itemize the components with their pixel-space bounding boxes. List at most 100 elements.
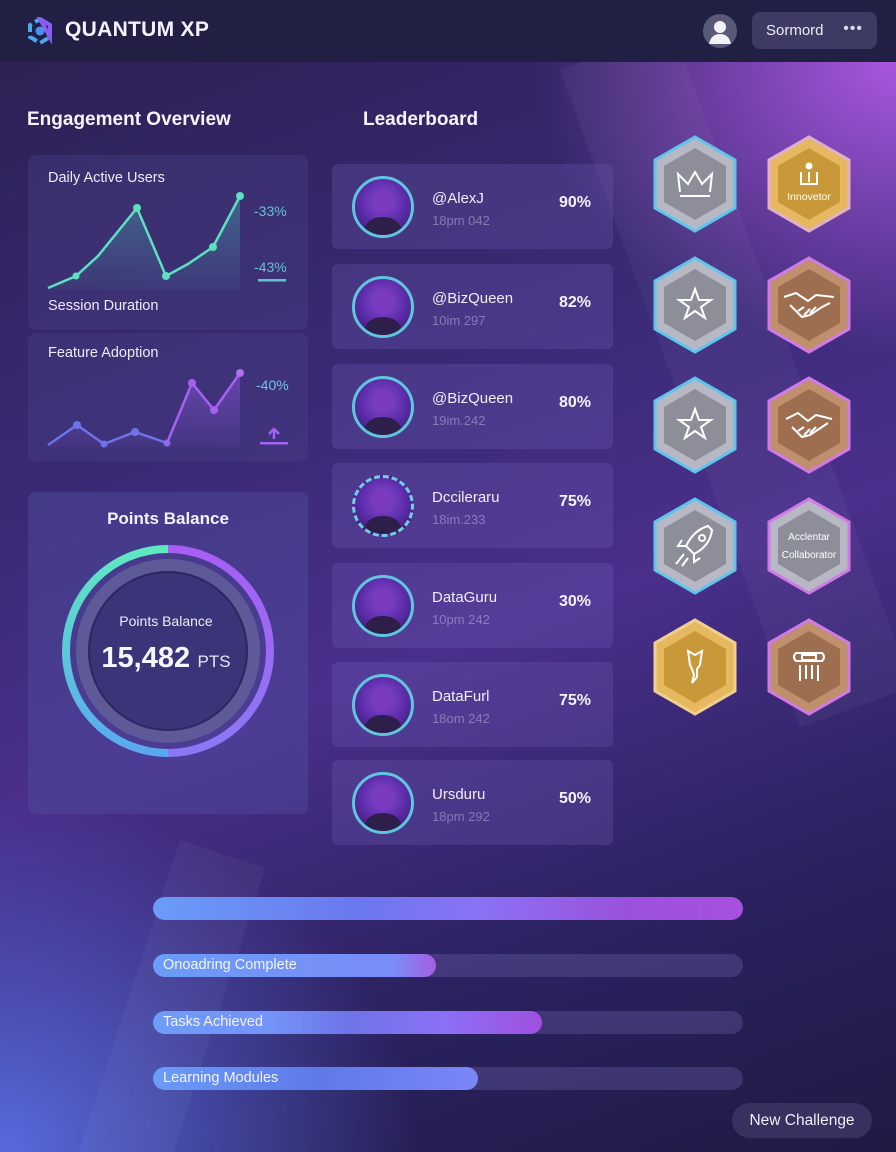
person-portrait-icon [363, 785, 403, 831]
feature-adoption-label: Feature Adoption [48, 345, 159, 361]
points-value-row: 15,482 PTS [28, 642, 304, 675]
more-options-icon[interactable]: ••• [843, 20, 863, 37]
leaderboard-percent: 80% [558, 394, 591, 411]
progress-fill [153, 954, 437, 977]
leaderboard-subtext: 10pm 242 [432, 612, 490, 627]
leaderboard-subtext: 18im.233 [432, 512, 486, 527]
pillar-icon [793, 652, 825, 681]
person-portrait-icon [363, 588, 403, 634]
points-ring [62, 545, 274, 757]
user-avatar [352, 674, 414, 736]
daily-active-users-chart [47, 192, 286, 290]
engagement-overview-title: Engagement Overview [27, 109, 231, 130]
badge-handshake-2[interactable] [764, 375, 854, 475]
person-portrait-icon [363, 289, 403, 335]
lightbulb-icon [800, 162, 818, 185]
leaderboard-subtext: 10im 297 [432, 313, 486, 328]
leaderboard-username: DataFurl [432, 688, 490, 705]
star-icon [675, 286, 715, 321]
badge-label-line2: Collaborator [782, 550, 837, 561]
user-avatar [352, 772, 414, 834]
handshake-icon [785, 411, 833, 439]
leaderboard-row[interactable]: Ursduru 18pm 292 50% [332, 760, 613, 845]
leaderboard-username: DataGuru [432, 589, 498, 606]
leaderboard-row[interactable]: @AlexJ 18pm 042 90% [332, 164, 613, 249]
session-duration-label: Session Duration [48, 298, 159, 314]
rocket-icon [675, 524, 714, 567]
feature-adoption-change: -40% [256, 377, 289, 393]
leaderboard-username: @AlexJ [432, 190, 484, 207]
leaderboard-row[interactable]: DataGuru 10pm 242 30% [332, 563, 613, 648]
person-portrait-icon [363, 687, 403, 733]
leaderboard-username: Ursduru [432, 786, 486, 803]
leaderboard-percent: 30% [558, 593, 591, 610]
user-avatar-button[interactable] [703, 14, 737, 48]
user-menu-button[interactable]: Sormord ••• [752, 12, 877, 49]
torch-icon [686, 649, 704, 684]
leaderboard-row[interactable]: DataFurl 18om 242 75% [332, 662, 613, 747]
leaderboard-row[interactable]: @BizQueen 19im.242 80% [332, 364, 613, 449]
points-value: 15,482 [101, 642, 191, 674]
badge-torch[interactable] [650, 617, 740, 717]
person-portrait-icon [363, 189, 403, 235]
badge-label-line1: Acclentar [788, 532, 830, 543]
leaderboard-title: Leaderboard [363, 109, 479, 130]
progress-fill [153, 1011, 543, 1034]
brand-name: QUANTUM XP [65, 18, 210, 41]
leaderboard-subtext: 18pm 292 [432, 809, 490, 824]
dau-change-primary: -33% [254, 203, 287, 219]
badge-rocket[interactable] [650, 496, 740, 596]
tasks-progress-bar: Tasks Achieved [153, 1011, 743, 1034]
leaderboard-row[interactable]: @BizQueen 10im 297 82% [332, 264, 613, 349]
progress-label: Onoadring Complete [163, 957, 297, 973]
progress-fill [153, 1067, 478, 1090]
quantum-logo-icon [28, 17, 52, 45]
person-portrait-icon [363, 488, 403, 534]
leaderboard-subtext: 18pm 042 [432, 213, 490, 228]
points-balance-card: Points Balance Points Balance 15,482 PTS [28, 492, 308, 814]
user-avatar-framed [352, 475, 414, 537]
overall-progress-bar [153, 897, 743, 920]
badge-collaborator[interactable]: Acclentar Collaborator [764, 496, 854, 596]
user-silhouette-icon [709, 21, 731, 44]
handshake-icon [783, 291, 835, 319]
feature-adoption-chart [47, 369, 288, 448]
new-challenge-button[interactable]: New Challenge [732, 1103, 872, 1138]
badge-crown[interactable] [650, 134, 740, 234]
leaderboard-percent: 50% [558, 790, 591, 807]
daily-active-users-label: Daily Active Users [48, 170, 165, 186]
badge-star-2[interactable] [650, 375, 740, 475]
progress-fill [153, 897, 743, 920]
badge-label: Innovetor [787, 191, 831, 203]
crown-icon [676, 170, 714, 197]
badge-pillar[interactable] [764, 617, 854, 717]
progress-label: Tasks Achieved [163, 1014, 263, 1030]
leaderboard-percent: 75% [558, 493, 591, 510]
badge-handshake[interactable] [764, 255, 854, 355]
feature-adoption-card: Feature Adoption -40% [28, 333, 308, 461]
user-avatar [352, 376, 414, 438]
user-avatar [352, 575, 414, 637]
badge-innovator[interactable]: Innovetor [764, 134, 854, 234]
points-inner-label: Points Balance [119, 613, 213, 629]
badge-star[interactable] [650, 255, 740, 355]
leaderboard-percent: 90% [558, 194, 591, 211]
user-avatar [352, 276, 414, 338]
progress-label: Learning Modules [163, 1070, 279, 1086]
onboarding-progress-bar: Onoadring Complete [153, 954, 743, 977]
leaderboard-percent: 75% [558, 692, 591, 709]
leaderboard-subtext: 19im.242 [432, 413, 486, 428]
points-unit: PTS [197, 652, 231, 671]
leaderboard-row[interactable]: Dccileraru 18im.233 75% [332, 463, 613, 548]
leaderboard-subtext: 18om 242 [432, 711, 490, 726]
upload-arrow-icon [260, 427, 288, 445]
leaderboard-username: Dccileraru [432, 489, 500, 506]
leaderboard-percent: 82% [558, 294, 591, 311]
leaderboard-username: @BizQueen [432, 290, 514, 307]
learning-modules-progress-bar: Learning Modules [153, 1067, 743, 1090]
person-portrait-icon [363, 389, 403, 435]
points-balance-title: Points Balance [107, 509, 229, 528]
top-header: QUANTUM XP Sormord ••• [0, 0, 896, 62]
user-avatar [352, 176, 414, 238]
leaderboard-username: @BizQueen [432, 390, 514, 407]
